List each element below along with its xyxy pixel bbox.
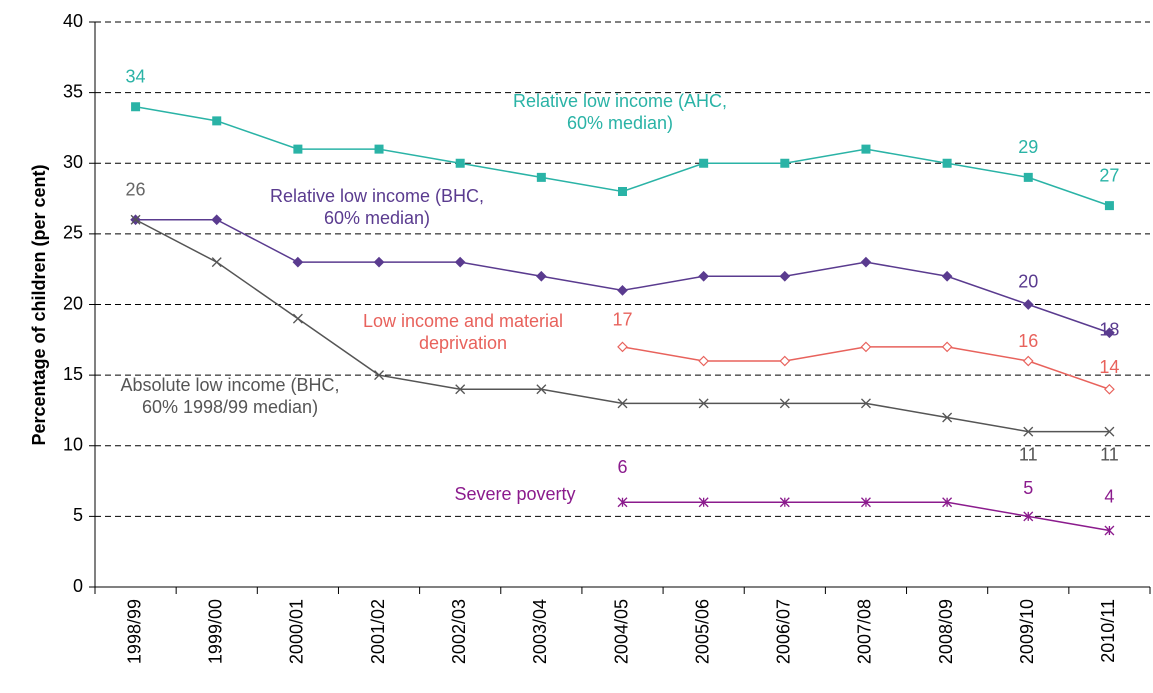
marker — [779, 497, 790, 508]
marker — [1104, 201, 1114, 211]
marker — [860, 256, 872, 268]
marker — [861, 398, 871, 409]
marker — [1104, 525, 1115, 536]
marker — [535, 270, 547, 282]
x-tick-label: 2007/08 — [855, 599, 875, 664]
marker — [617, 398, 628, 409]
marker — [941, 341, 953, 353]
series-name: Severe poverty — [454, 484, 576, 504]
x-tick-label: 2002/03 — [449, 599, 469, 664]
marker — [454, 256, 466, 268]
data-label: 26 — [126, 180, 146, 200]
data-label: 11 — [1019, 444, 1038, 464]
marker — [536, 172, 546, 182]
marker — [779, 270, 791, 282]
data-label: 14 — [1099, 357, 1119, 377]
x-tick-label: 1998/99 — [124, 599, 144, 664]
marker — [1023, 511, 1034, 522]
marker — [1023, 172, 1033, 182]
marker — [1022, 299, 1034, 310]
marker — [617, 497, 628, 508]
marker — [131, 102, 141, 112]
marker — [942, 412, 953, 423]
marker — [293, 144, 303, 154]
y-tick-label: 5 — [73, 505, 83, 525]
data-label: 20 — [1018, 271, 1038, 291]
marker — [1023, 426, 1034, 437]
marker — [1104, 383, 1115, 395]
marker — [211, 257, 222, 268]
y-tick-label: 25 — [63, 223, 83, 243]
data-label: 16 — [1018, 331, 1038, 351]
marker — [455, 384, 466, 395]
marker — [374, 144, 384, 154]
marker — [373, 256, 385, 268]
marker — [455, 158, 465, 168]
x-tick-label: 2001/02 — [368, 599, 388, 664]
marker — [618, 187, 627, 196]
series-name: Relative low income (BHC, 60% median) — [269, 186, 485, 228]
y-tick-label: 10 — [63, 435, 83, 455]
marker — [617, 285, 628, 296]
x-tick-label: 2003/04 — [530, 599, 550, 664]
marker — [617, 341, 628, 353]
y-tick-label: 15 — [63, 364, 83, 384]
x-tick-label: 2008/09 — [936, 599, 956, 664]
y-tick-label: 20 — [63, 293, 83, 313]
marker — [698, 497, 709, 508]
x-tick-label: 2000/01 — [287, 599, 307, 664]
marker — [861, 497, 871, 508]
marker — [1104, 426, 1115, 437]
series-name: Low income and material deprivation — [362, 311, 564, 353]
data-label: 29 — [1018, 137, 1038, 157]
x-tick-label: 2009/10 — [1017, 599, 1037, 664]
data-label: 6 — [617, 457, 627, 477]
y-tick-label: 35 — [63, 81, 83, 101]
x-tick-label: 2005/06 — [692, 599, 712, 664]
data-label: 17 — [612, 310, 632, 330]
series-name: Absolute low income (BHC, 60% 1998/99 me… — [120, 375, 340, 417]
marker — [292, 256, 304, 268]
x-tick-label: 2010/11 — [1098, 599, 1118, 663]
marker — [212, 116, 222, 126]
marker — [699, 158, 709, 168]
series-line — [622, 346, 1110, 390]
marker — [861, 144, 871, 154]
marker — [942, 497, 953, 508]
data-label: 34 — [126, 67, 146, 87]
data-label: 4 — [1104, 486, 1114, 506]
marker — [698, 270, 710, 282]
y-tick-label: 0 — [73, 576, 83, 596]
marker — [211, 214, 223, 226]
series-name: Relative low income (AHC, 60% median) — [512, 91, 728, 133]
marker — [698, 398, 709, 409]
data-label: 18 — [1099, 320, 1119, 340]
y-tick-label: 30 — [63, 152, 83, 172]
marker — [698, 355, 710, 367]
data-label: 27 — [1099, 165, 1119, 185]
x-tick-label: 2004/05 — [611, 599, 631, 664]
marker — [779, 355, 791, 367]
y-axis-label: Percentage of children (per cent) — [29, 164, 49, 445]
marker — [292, 313, 303, 324]
marker — [779, 398, 790, 409]
marker — [1104, 327, 1115, 339]
marker — [536, 384, 547, 395]
marker — [1022, 355, 1034, 367]
marker — [780, 158, 790, 168]
marker — [942, 158, 952, 168]
x-tick-label: 2006/07 — [774, 599, 794, 664]
marker — [941, 270, 953, 282]
x-tick-label: 1999/00 — [205, 599, 225, 664]
data-label: 11 — [1100, 444, 1119, 464]
data-label: 5 — [1023, 478, 1033, 498]
y-tick-label: 40 — [63, 11, 83, 31]
marker — [374, 370, 384, 381]
marker — [130, 214, 141, 225]
marker — [860, 341, 872, 353]
